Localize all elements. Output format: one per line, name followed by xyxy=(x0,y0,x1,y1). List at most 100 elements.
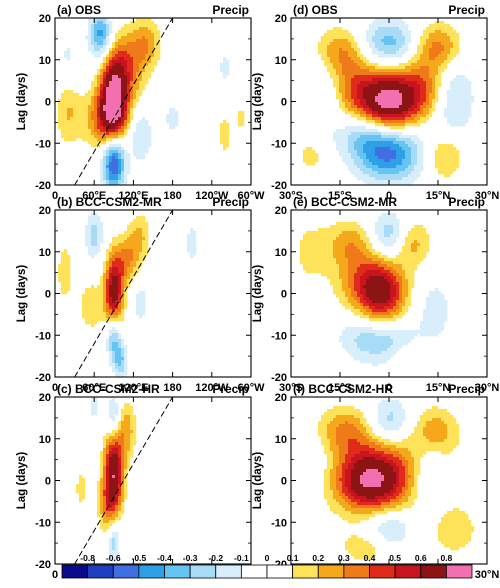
panel-variable: Precip xyxy=(448,195,485,209)
colorbar: -0.8 -0.6 -0.5 -0.4 -0.3 -0.2 -0.1 0 0.1 0.2 0.3 0.… xyxy=(61,553,473,579)
colorbar-tick-label: 0 xyxy=(265,553,270,563)
y-axis-label: Lag (days) xyxy=(252,265,264,323)
colorbar-swatch xyxy=(394,564,422,579)
x-tick-label: 0 xyxy=(52,382,58,394)
colorbar-tick-label: -0.4 xyxy=(157,553,172,563)
x-tick-label: 0 xyxy=(386,190,392,202)
y-tick-label: 0 xyxy=(45,476,51,488)
x-tick-label: 0 xyxy=(52,569,58,581)
x-tick-label: 60°W xyxy=(237,190,265,202)
y-axis-label: Lag (days) xyxy=(16,73,28,131)
contour-field xyxy=(58,213,197,377)
colorbar-tick-label: 0.5 xyxy=(389,553,401,563)
panel-variable: Precip xyxy=(448,3,485,17)
x-tick-label: 120°W xyxy=(195,382,229,394)
x-tick-label: 60°E xyxy=(82,190,106,202)
colorbar-swatch xyxy=(87,564,114,579)
panel-variable: Precip xyxy=(212,195,249,209)
y-axis-label: Lag (days) xyxy=(252,452,264,510)
x-tick-label: 15°N xyxy=(426,382,451,394)
colorbar-tick-label: -0.2 xyxy=(208,553,223,563)
colorbar-swatch xyxy=(420,564,447,579)
y-tick-label: 10 xyxy=(275,434,287,446)
x-tick-label: 30°N xyxy=(475,569,500,581)
colorbar-tick-label: -0.3 xyxy=(183,553,198,563)
y-tick-label: -20 xyxy=(35,180,51,192)
y-axis-label: Lag (days) xyxy=(252,73,264,131)
panel-variable: Precip xyxy=(212,3,249,17)
colorbar-swatch xyxy=(240,564,268,579)
x-tick-label: 180 xyxy=(163,190,181,202)
x-tick-label: 0 xyxy=(52,190,58,202)
panel-title: (f) BCC-CSM2-HR xyxy=(293,382,393,396)
y-tick-label: -10 xyxy=(35,138,51,150)
panel-variable: Precip xyxy=(212,382,249,396)
x-tick-label: 15°S xyxy=(328,382,352,394)
panel-title: (a) OBS xyxy=(57,3,101,17)
y-tick-label: 20 xyxy=(275,392,287,404)
colorbar-tick-label: 0.6 xyxy=(415,553,427,563)
x-tick-label: 30°N xyxy=(475,382,500,394)
colorbar-swatch xyxy=(189,564,217,579)
contour-field xyxy=(318,400,475,560)
colorbar-tick-label: -0.6 xyxy=(106,553,121,563)
y-tick-label: 20 xyxy=(39,205,51,217)
contour-field xyxy=(303,18,475,185)
y-axis-label: Lag (days) xyxy=(16,265,28,323)
panel-title: (b) BCC-CSM2-MR xyxy=(57,195,162,209)
x-tick-label: 15°N xyxy=(426,190,451,202)
y-tick-label: 10 xyxy=(39,434,51,446)
colorbar-swatch xyxy=(266,564,294,579)
panel-frame xyxy=(54,209,252,378)
colorbar-swatch xyxy=(317,564,345,579)
y-tick-label: 10 xyxy=(39,247,51,259)
colorbar-tick-label: -0.8 xyxy=(80,553,95,563)
x-tick-label: 60°E xyxy=(82,382,106,394)
x-tick-label: 120°E xyxy=(118,382,148,394)
colorbar-swatch xyxy=(343,564,370,579)
y-tick-label: -10 xyxy=(271,330,287,342)
propagation-line xyxy=(74,18,174,185)
colorbar-swatch xyxy=(61,564,89,579)
colorbar-swatch xyxy=(112,564,140,579)
y-tick-label: -10 xyxy=(35,330,51,342)
panel-title: (e) BCC-CSM2-MR xyxy=(293,195,397,209)
panel-title: (c) BCC-CSM2-HR xyxy=(57,382,160,396)
colorbar-tick-label: 0.1 xyxy=(287,553,299,563)
x-tick-label: 180 xyxy=(163,382,181,394)
x-tick-label: 30°N xyxy=(475,190,500,202)
colorbar-tick-label: -0.5 xyxy=(132,553,147,563)
contour-field xyxy=(76,397,137,563)
y-tick-label: 0 xyxy=(45,289,51,301)
contour-field xyxy=(58,18,245,185)
y-tick-label: 20 xyxy=(39,13,51,25)
y-tick-label: 0 xyxy=(45,97,51,109)
contour-field xyxy=(300,213,448,367)
x-tick-label: 0 xyxy=(386,382,392,394)
y-tick-label: 20 xyxy=(275,13,287,25)
colorbar-swatch xyxy=(369,564,396,579)
x-tick-label: 120°E xyxy=(118,190,148,202)
propagation-line xyxy=(74,210,174,377)
y-tick-label: 20 xyxy=(275,205,287,217)
colorbar-swatch xyxy=(292,564,319,579)
panel-5: (c) BCC-CSM2-HRPrecip20100-10-20060°E120… xyxy=(16,382,265,581)
colorbar-tick-label: 0.4 xyxy=(364,553,376,563)
colorbar-swatch xyxy=(215,564,242,579)
y-tick-label: -20 xyxy=(35,559,51,571)
y-tick-label: 0 xyxy=(281,97,287,109)
y-axis-label: Lag (days) xyxy=(16,452,28,510)
colorbar-swatch xyxy=(138,564,165,579)
x-tick-label: 60°W xyxy=(237,382,265,394)
y-tick-label: -20 xyxy=(35,372,51,384)
x-tick-label: 30°S xyxy=(279,190,303,202)
y-tick-label: 10 xyxy=(39,55,51,67)
y-tick-label: -10 xyxy=(271,138,287,150)
panel-variable: Precip xyxy=(448,382,485,396)
